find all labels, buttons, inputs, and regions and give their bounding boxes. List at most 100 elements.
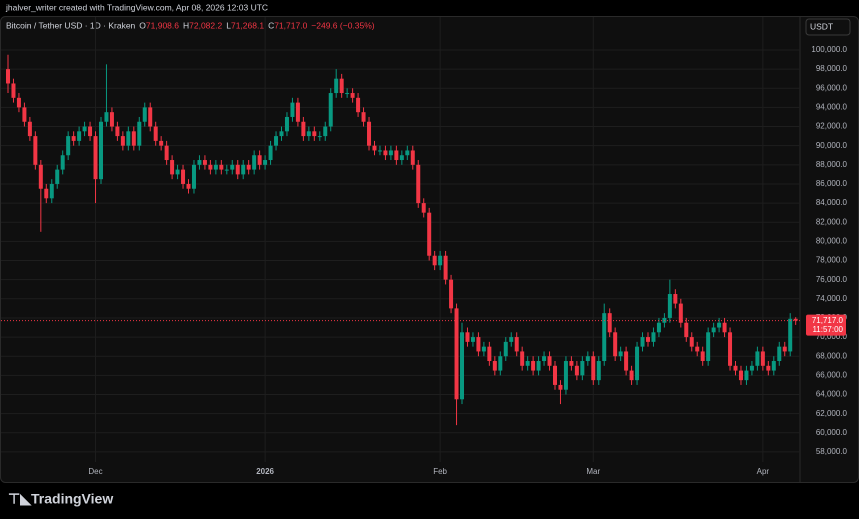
candle-body: [481, 346, 486, 352]
ohlc-value: 71,268.1: [231, 20, 264, 30]
candle-body: [673, 294, 678, 304]
y-tick-label: 78,000.0: [816, 256, 848, 265]
candle-body: [728, 332, 733, 366]
candle-body: [383, 150, 388, 156]
x-tick-label: Dec: [88, 467, 102, 476]
candle-body: [295, 102, 300, 122]
y-tick-label: 62,000.0: [816, 409, 848, 418]
candle-body: [202, 160, 207, 165]
candle-body: [224, 169, 229, 171]
candle-body: [635, 346, 640, 381]
y-tick-label: 60,000.0: [816, 428, 848, 437]
candle-body: [361, 112, 366, 122]
x-tick-label: Mar: [586, 467, 600, 476]
change: −249.6 (−0.35%): [311, 20, 374, 30]
candle-body: [284, 116, 289, 132]
candle-body: [142, 107, 147, 122]
grid: [1, 17, 800, 462]
candle-body: [695, 346, 700, 352]
candle-body: [717, 322, 722, 328]
candle-body: [782, 346, 787, 352]
candle-body: [410, 150, 415, 165]
candle-body: [16, 97, 21, 108]
candle-body: [738, 370, 743, 381]
symbol: Bitcoin / Tether USD · 1D · Kraken: [6, 20, 136, 30]
candle-body: [181, 169, 186, 184]
candle-body: [317, 136, 322, 138]
candle-body: [306, 131, 311, 137]
candle-body: [722, 322, 727, 333]
candle-body: [6, 69, 10, 84]
candle-body: [388, 150, 393, 156]
candle-body: [651, 332, 656, 342]
ohlc-key: O: [139, 20, 146, 30]
candle-body: [44, 188, 49, 199]
candle-body: [503, 341, 508, 357]
candle-body: [159, 140, 164, 146]
candle-body: [131, 131, 136, 146]
currency-button[interactable]: [805, 18, 851, 36]
y-tick-label: 64,000.0: [816, 390, 848, 399]
candle-body: [153, 126, 158, 141]
y-tick-label: 82,000.0: [816, 217, 848, 226]
legend: Bitcoin / Tether USD · 1D · Kraken O 71,9…: [6, 20, 375, 30]
x-tick-label: 2026: [256, 467, 274, 476]
ohlc-key: C: [268, 20, 274, 30]
candle-body: [520, 351, 525, 366]
candle-body: [268, 145, 273, 161]
candle-body: [607, 313, 612, 333]
candle-body: [98, 121, 103, 180]
candle-body: [252, 155, 257, 170]
candle-body: [372, 145, 377, 151]
candle-body: [536, 361, 541, 371]
y-tick-label: 58,000.0: [816, 447, 848, 456]
candle-body: [421, 203, 426, 213]
x-tick-label: Apr: [757, 467, 770, 476]
candle-body: [678, 303, 683, 323]
candle-body: [667, 294, 672, 318]
currency[interactable]: USDT: [810, 21, 833, 31]
candle-body: [711, 327, 716, 333]
candle-body: [700, 351, 705, 362]
candle-body: [416, 164, 421, 204]
candle-body: [263, 160, 268, 165]
candle-body: [235, 164, 240, 175]
candle-body: [55, 169, 60, 184]
y-tick-label: 80,000.0: [816, 236, 848, 245]
candle-body: [175, 169, 180, 175]
candle-body: [274, 136, 279, 146]
candle-body: [509, 337, 514, 342]
candle-body: [208, 164, 213, 170]
candle-body: [432, 255, 437, 266]
ohlc-value: 71,717.0: [274, 20, 307, 30]
candle-body: [755, 351, 760, 366]
candle-body: [60, 155, 65, 170]
candle-body: [377, 150, 382, 152]
y-tick-label: 70,000.0: [816, 332, 848, 341]
brand-mark: ⊤◣: [8, 491, 32, 507]
candle-body: [525, 361, 530, 366]
candle-body: [629, 370, 634, 381]
candle-body: [405, 150, 410, 156]
y-tick-label: 98,000.0: [816, 64, 848, 73]
candle-body: [645, 337, 650, 342]
candle-body: [684, 322, 689, 338]
candle-body: [531, 361, 536, 371]
candle-body: [514, 337, 519, 352]
ohlc-value: 71,908.6: [146, 20, 179, 30]
candle-body: [585, 356, 590, 362]
candle-body: [27, 121, 32, 137]
candle-body: [323, 126, 328, 137]
candle-body: [257, 155, 262, 165]
candle-body: [137, 121, 142, 146]
candle-body: [219, 164, 224, 170]
candle-body: [591, 356, 596, 381]
candle-body: [624, 351, 629, 371]
caption: jhalver_writer created with TradingView.…: [5, 2, 268, 12]
candle-body: [771, 361, 776, 371]
candle-body: [328, 93, 333, 127]
y-tick-label: 90,000.0: [816, 141, 848, 150]
candle-body: [788, 318, 793, 352]
candle-body: [148, 107, 153, 127]
